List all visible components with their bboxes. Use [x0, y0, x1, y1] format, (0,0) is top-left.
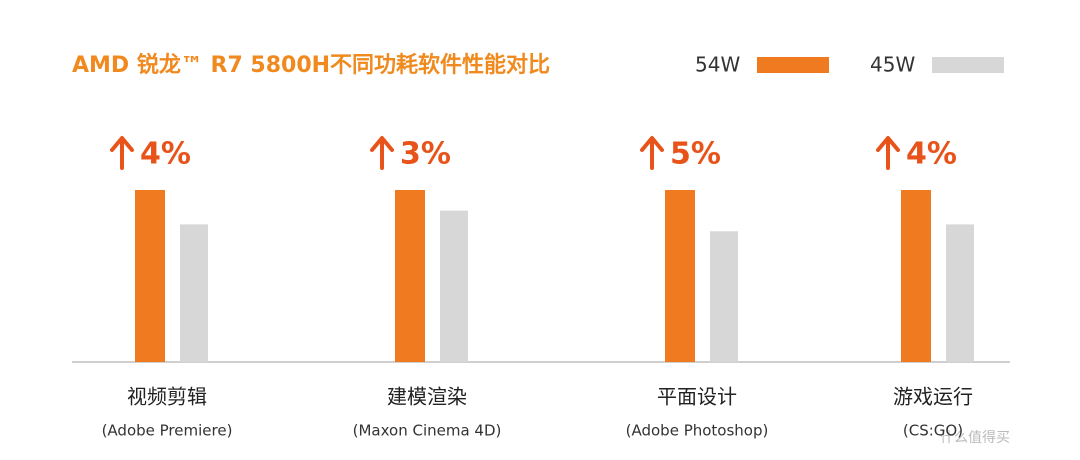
arrow-icon	[640, 136, 664, 170]
x-tick-label: 视频剪辑	[127, 385, 207, 409]
annotation: 3%	[400, 137, 451, 172]
bar	[395, 190, 425, 362]
legend-label: 54W	[695, 53, 740, 77]
bar	[180, 224, 208, 362]
arrow-icon	[876, 136, 900, 170]
arrow-icon	[370, 136, 394, 170]
x-tick-note: (CS:GO)	[903, 422, 963, 440]
x-tick-note: (Adobe Photoshop)	[626, 422, 769, 440]
x-tick-label: 建模渲染	[387, 385, 467, 409]
annotation: 4%	[140, 137, 191, 172]
legend-swatch	[932, 57, 1004, 73]
watermark: 什么值得买	[940, 429, 1010, 446]
x-tick-note: (Adobe Premiere)	[102, 422, 233, 440]
bar	[710, 231, 738, 362]
bar	[440, 210, 468, 362]
x-tick-label: 平面设计	[657, 385, 737, 409]
legend-label: 45W	[870, 53, 915, 77]
chart-title: AMD 锐龙™ R7 5800H不同功耗软件性能对比	[72, 52, 550, 78]
x-tick-note: (Maxon Cinema 4D)	[353, 422, 502, 440]
annotation: 5%	[670, 137, 721, 172]
legend-swatch	[757, 57, 829, 73]
annotation: 4%	[906, 137, 957, 172]
bar	[946, 224, 974, 362]
x-tick-label: 游戏运行	[893, 385, 973, 409]
bar	[135, 190, 165, 362]
bar	[665, 190, 695, 362]
arrow-icon	[110, 136, 134, 170]
bar	[901, 190, 931, 362]
